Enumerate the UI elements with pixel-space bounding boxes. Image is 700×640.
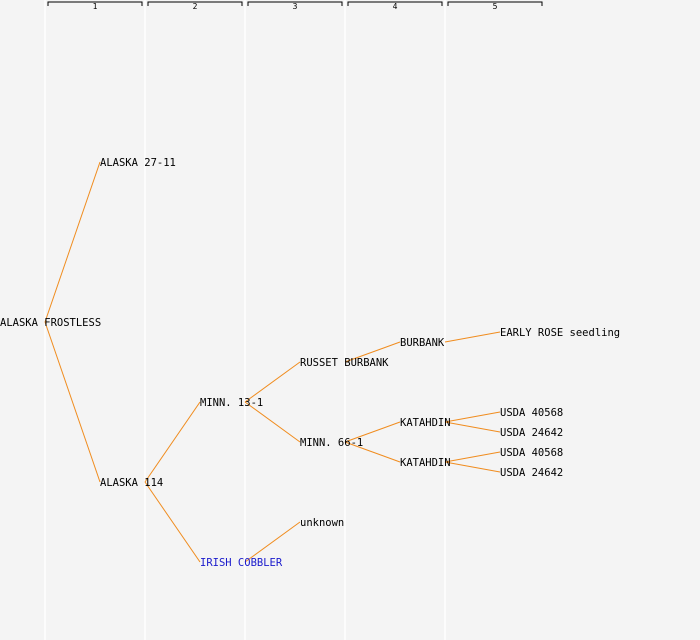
generation-bracket — [347, 1, 443, 6]
generation-bracket — [447, 1, 543, 6]
generation-number: 5 — [493, 2, 498, 11]
edge-burbank-to-early-rose-seedling — [444, 331, 501, 343]
generation-bracket — [247, 1, 343, 6]
generation-number: 4 — [393, 2, 398, 11]
node-usda-40568-b: USDA 40568 — [500, 447, 563, 459]
generation-columns — [44, 0, 446, 640]
node-alaska-27-11: ALASKA 27-11 — [100, 157, 176, 169]
edge-alaska-114-to-minn-13-1 — [144, 401, 201, 483]
edge-alaska-frostless-to-alaska-114 — [44, 321, 101, 483]
generation-number: 3 — [293, 2, 298, 11]
node-alaska-frostless: ALASKA FROSTLESS — [0, 317, 101, 329]
generation-bracket — [147, 1, 243, 6]
edge-katahdin-a-to-usda-40568-a — [444, 411, 501, 423]
edge-minn-13-1-to-russet-burbank — [244, 361, 301, 403]
edge-katahdin-b-to-usda-24642-b — [444, 461, 501, 473]
pedigree-nodes: ALASKA FROSTLESS ALASKA 27-11 ALASKA 114 MI… — [0, 157, 620, 569]
node-unknown: unknown — [300, 517, 344, 529]
node-minn-13-1: MINN. 13-1 — [200, 397, 263, 409]
node-usda-24642-a: USDA 24642 — [500, 427, 563, 439]
node-katahdin-b: KATAHDIN — [400, 457, 451, 469]
edge-minn-66-1-to-katahdin-a — [344, 421, 401, 443]
edge-alaska-frostless-to-alaska-27-11 — [44, 161, 101, 323]
edge-katahdin-b-to-usda-40568-b — [444, 451, 501, 463]
node-usda-24642-b: USDA 24642 — [500, 467, 563, 479]
node-katahdin-a: KATAHDIN — [400, 417, 451, 429]
edge-minn-13-1-to-minn-66-1 — [244, 401, 301, 443]
generation-number: 1 — [93, 2, 98, 11]
node-minn-66-1: MINN. 66-1 — [300, 437, 363, 449]
edge-irish-cobbler-to-unknown — [244, 521, 301, 563]
generation-number: 2 — [193, 2, 198, 11]
edge-russet-burbank-to-burbank — [344, 341, 401, 363]
node-usda-40568-a: USDA 40568 — [500, 407, 563, 419]
generation-bracket — [47, 1, 143, 6]
generation-headers: 1 2 3 4 5 — [47, 1, 543, 11]
node-alaska-114: ALASKA 114 — [100, 477, 163, 489]
node-irish-cobbler[interactable]: IRISH COBBLER — [200, 557, 283, 569]
node-burbank: BURBANK — [400, 337, 445, 349]
edge-alaska-114-to-irish-cobbler — [144, 481, 201, 563]
node-early-rose-seedling: EARLY ROSE seedling — [500, 327, 620, 339]
edge-minn-66-1-to-katahdin-b — [344, 441, 401, 463]
edge-katahdin-a-to-usda-24642-a — [444, 421, 501, 433]
node-russet-burbank: RUSSET BURBANK — [300, 357, 389, 369]
pedigree-edges — [44, 161, 501, 563]
